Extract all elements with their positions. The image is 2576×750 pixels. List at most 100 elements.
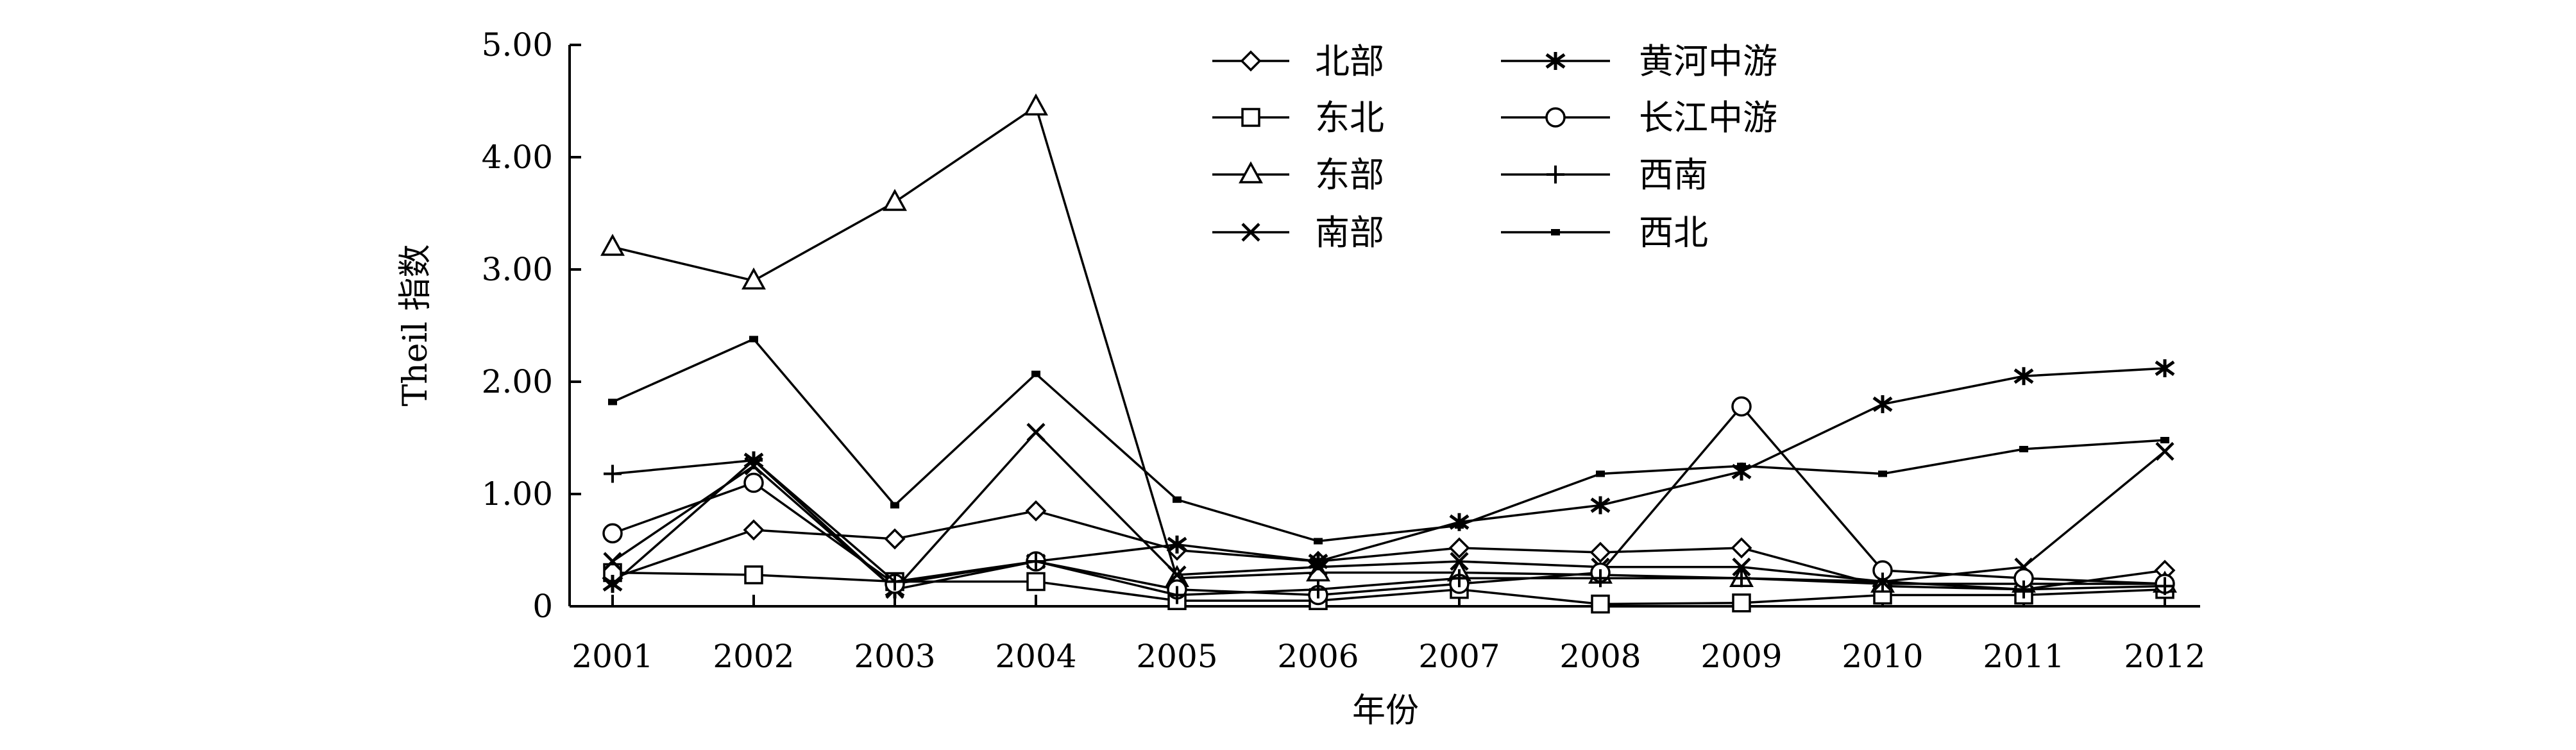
data-point — [2015, 580, 2033, 599]
x-tick-label: 2003 — [854, 638, 935, 675]
y-tick-label: 2.00 — [482, 363, 553, 400]
data-point — [1591, 569, 1609, 588]
x-tick-label: 2004 — [995, 638, 1076, 675]
data-point — [602, 523, 623, 543]
data-point — [1545, 107, 1566, 128]
data-point — [1167, 535, 1187, 554]
y-tick-label: 1.00 — [482, 475, 553, 513]
data-point — [2155, 441, 2174, 461]
data-point — [603, 552, 622, 571]
series-line — [612, 571, 2165, 606]
data-point — [2155, 359, 2175, 377]
series-line — [612, 509, 2165, 591]
series-line — [612, 105, 2165, 585]
legend-item: 北部 — [1212, 41, 1384, 81]
x-tick-label: 2007 — [1418, 638, 1500, 675]
data-point — [1732, 593, 1751, 613]
data-point — [1546, 166, 1564, 183]
data-point — [1455, 522, 1464, 529]
data-point — [1589, 541, 1611, 563]
data-point — [1240, 50, 1262, 72]
data-point — [1031, 370, 1040, 377]
data-point — [1173, 496, 1182, 503]
axes — [568, 45, 2200, 608]
data-point — [1026, 423, 1046, 442]
data-point — [886, 572, 904, 591]
data-point — [1448, 537, 1470, 559]
x-axis-ticks: 2001 2002 2003 2004 2005 2006 2007 2008 2009 2010… — [572, 595, 2206, 675]
data-point — [2156, 577, 2174, 595]
legend-item: 东部 — [1212, 155, 1384, 195]
y-axis-ticks: 0 1.00 2.00 3.00 4.00 5.00 — [482, 26, 581, 625]
data-point — [1026, 572, 1046, 592]
legend-item: 西北 — [1501, 212, 1708, 253]
series-line — [612, 404, 2165, 597]
data-point — [1596, 470, 1605, 477]
series-line — [612, 459, 2165, 597]
data-point — [1450, 552, 1469, 571]
y-tick-label: 0 — [532, 588, 553, 625]
data-point — [1314, 538, 1323, 545]
data-point — [741, 267, 766, 290]
data-point — [604, 464, 622, 483]
data-point — [749, 336, 758, 343]
legend-label: 南部 — [1315, 212, 1384, 253]
data-point — [1167, 565, 1187, 584]
data-point — [1732, 558, 1751, 577]
data-point — [2160, 437, 2169, 443]
y-axis-title: Theil 指数 — [396, 244, 435, 407]
series-7 — [604, 451, 2174, 604]
legend-label: 北部 — [1315, 41, 1384, 81]
y-tick-label: 5.00 — [482, 26, 553, 64]
series-5 — [602, 359, 2175, 599]
x-tick-label: 2011 — [1983, 638, 2064, 675]
y-tick-label: 4.00 — [482, 139, 553, 176]
data-point — [745, 451, 763, 470]
x-axis-title: 年份 — [1352, 692, 1419, 730]
data-point — [1309, 580, 1327, 599]
legend-label: 东部 — [1315, 155, 1384, 195]
data-point — [743, 519, 765, 541]
data-point — [1731, 537, 1752, 559]
data-point — [743, 472, 764, 493]
data-point — [1025, 500, 1047, 522]
data-point — [1591, 594, 1610, 614]
data-point — [1878, 470, 1887, 477]
data-point — [1874, 572, 1892, 591]
data-point — [608, 398, 617, 405]
data-point — [1872, 395, 1893, 413]
data-point — [1241, 223, 1260, 242]
data-point — [1027, 552, 1045, 570]
legend-label: 西南 — [1639, 155, 1708, 195]
data-point — [890, 502, 899, 509]
x-tick-label: 2002 — [713, 638, 794, 675]
data-point — [602, 575, 623, 593]
data-point — [1737, 463, 1746, 470]
series-8 — [608, 336, 2169, 545]
data-point — [1545, 52, 1566, 70]
data-point — [1733, 569, 1750, 588]
data-point — [1551, 229, 1560, 235]
legend-item: 西南 — [1501, 155, 1708, 195]
x-tick-label: 2009 — [1700, 638, 1782, 675]
x-tick-label: 2008 — [1559, 638, 1641, 675]
series-line — [611, 367, 2165, 591]
legend-label: 西北 — [1639, 212, 1708, 253]
data-point — [1241, 108, 1260, 127]
legend-label: 黄河中游 — [1639, 41, 1777, 81]
data-point — [1590, 496, 1611, 515]
data-point — [884, 528, 906, 550]
x-tick-label: 2006 — [1277, 638, 1359, 675]
data-point — [2019, 446, 2028, 452]
y-tick-label: 3.00 — [482, 251, 553, 288]
legend-item: 黄河中游 — [1501, 41, 1777, 81]
series-layer — [600, 93, 2177, 614]
series-3 — [600, 93, 2177, 593]
legend-item: 长江中游 — [1501, 98, 1777, 138]
data-point — [2013, 367, 2034, 386]
data-point — [1308, 552, 1328, 570]
data-point — [1239, 161, 1263, 183]
legend-item: 东北 — [1212, 98, 1384, 138]
